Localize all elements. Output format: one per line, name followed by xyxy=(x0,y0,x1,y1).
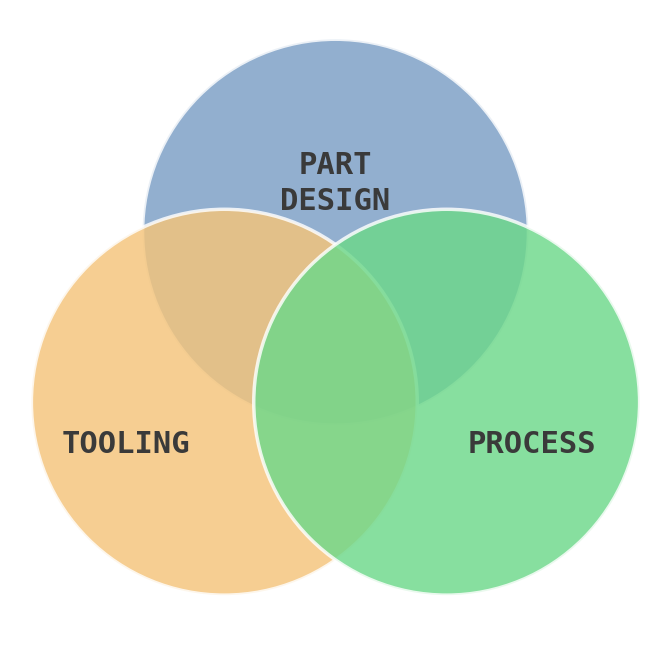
Circle shape xyxy=(32,209,417,595)
Text: PART
DESIGN: PART DESIGN xyxy=(280,150,391,216)
Text: TOOLING: TOOLING xyxy=(62,430,191,459)
Circle shape xyxy=(142,39,529,425)
Circle shape xyxy=(254,209,639,595)
Text: PROCESS: PROCESS xyxy=(468,430,596,459)
